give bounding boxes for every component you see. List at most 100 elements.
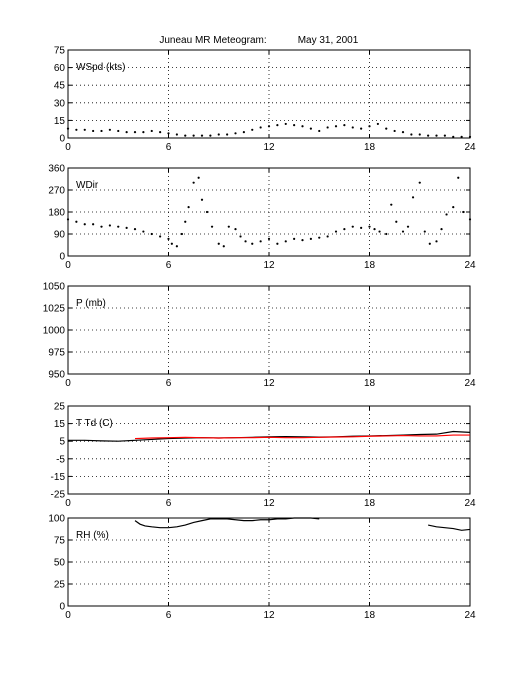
panel-3: 0 6 12 18 24 950 975 1000 1025 1050 P (mb) [43,282,476,390]
data-point [468,218,472,221]
data-point [452,135,455,138]
panel-1: 0 6 12 18 24 0 15 30 45 60 75 WSpd (kts) [54,46,476,154]
series-line [134,518,236,529]
panel-label: P (mb) [76,298,106,309]
data-point [167,132,170,135]
data-point [159,131,162,134]
data-point [192,134,195,137]
data-point [440,228,443,231]
data-point [117,225,120,228]
data-point [175,133,178,136]
data-point [368,125,371,128]
data-point [376,122,379,126]
y-tick-label: -25 [51,490,66,501]
y-tick-label: 0 [59,134,65,145]
data-point [242,131,245,134]
y-tick-label: 15 [54,116,66,127]
y-tick-label: 90 [54,230,66,241]
data-point [401,131,405,134]
data-point [197,176,200,179]
data-point [227,225,230,228]
data-point [418,181,421,184]
x-tick-label: 0 [65,610,71,621]
data-point [410,133,413,136]
series-1 [66,176,472,248]
data-point [251,242,254,245]
data-point [83,223,86,226]
x-tick-label: 6 [166,610,172,621]
y-tick-label: -5 [56,454,65,465]
data-point [351,126,354,129]
series-2 [134,434,470,440]
x-tick-label: 24 [464,610,476,621]
panel-label: WSpd (kts) [76,62,125,73]
x-tick-label: 24 [464,378,476,389]
y-tick-label: 360 [48,164,65,175]
data-point [385,127,388,130]
data-point [133,228,137,231]
data-point [343,123,346,127]
data-point [125,131,128,134]
data-point [318,129,321,133]
y-tick-label: 270 [48,186,65,197]
x-tick-label: 0 [65,498,71,509]
x-tick-label: 0 [65,260,71,271]
data-point [284,240,287,243]
x-tick-label: 24 [464,498,476,509]
y-tick-label: 60 [54,63,66,74]
data-point [462,210,465,214]
y-tick-label: 950 [48,370,65,381]
data-point [259,240,262,243]
data-point [217,242,220,245]
x-tick-label: 0 [65,142,71,153]
y-tick-label: 75 [54,536,66,547]
data-point [184,134,187,137]
y-tick-label: 50 [54,558,66,569]
x-tick-label: 12 [263,378,275,389]
y-tick-label: 15 [54,419,66,430]
data-point [234,132,237,135]
series-1 [68,430,471,442]
x-tick-label: 6 [166,498,172,509]
data-point [66,218,70,221]
data-point [445,213,448,216]
data-point [92,223,95,226]
x-tick-label: 18 [364,142,376,153]
data-point [133,131,137,134]
series-1 [66,122,472,138]
data-point [373,228,376,231]
data-point [226,133,229,136]
data-point [457,176,460,179]
data-point [200,198,204,201]
data-point [318,236,321,239]
data-point [210,225,214,228]
x-tick-label: 18 [364,610,376,621]
y-tick-label: 975 [48,348,65,359]
data-point [100,225,103,228]
data-point [468,135,472,138]
data-point [443,134,446,137]
y-tick-label: 1000 [43,326,66,337]
y-tick-label: 25 [54,580,66,591]
data-point [378,230,381,233]
x-tick-label: 0 [65,378,71,389]
data-point [92,129,95,133]
data-point [411,196,415,199]
data-point [360,226,363,229]
y-tick-label: 100 [48,514,65,525]
data-point [159,235,162,238]
data-point [435,134,438,137]
figure-date: May 31, 2001 [298,35,359,46]
data-point [142,131,145,134]
y-tick-label: 1050 [43,282,66,293]
x-tick-label: 6 [166,378,172,389]
x-tick-label: 6 [166,142,172,153]
data-point [326,235,329,238]
data-point [301,239,304,242]
data-point [217,133,220,136]
panel-2: 0 6 12 18 24 0 90 180 270 360 WDir [48,164,476,272]
data-point [239,235,242,238]
x-tick-label: 18 [364,498,376,509]
